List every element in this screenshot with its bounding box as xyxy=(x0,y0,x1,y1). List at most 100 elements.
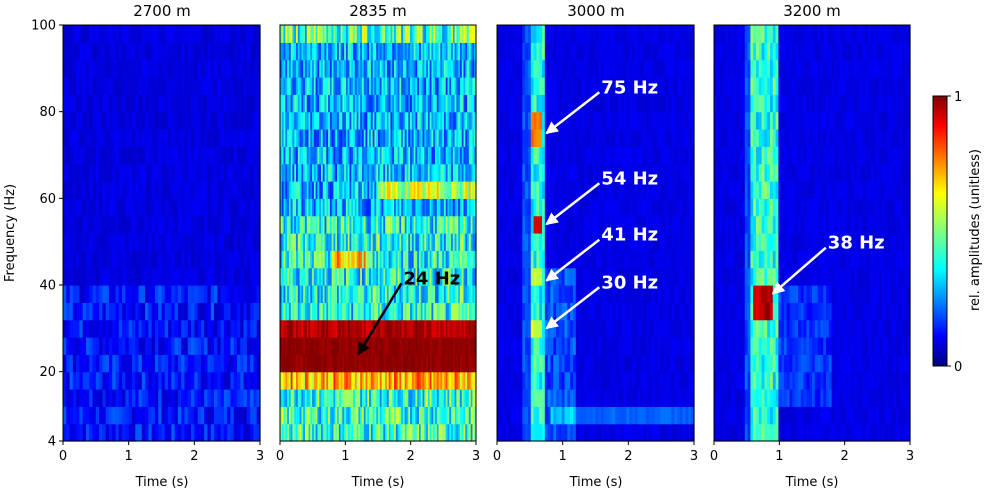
heatmap-cell xyxy=(317,302,320,321)
heatmap-cell xyxy=(542,215,546,234)
heatmap-cell xyxy=(378,250,381,269)
heatmap-cell xyxy=(397,129,400,147)
heatmap-cell xyxy=(128,59,133,78)
heatmap-cell xyxy=(411,319,415,338)
heatmap-cell xyxy=(66,111,71,130)
heatmap-cell xyxy=(79,406,84,425)
heatmap-cell xyxy=(151,25,156,43)
heatmap-cell xyxy=(640,267,644,286)
heatmap-cell xyxy=(429,337,433,355)
heatmap-cell xyxy=(463,250,466,269)
heatmap-cell xyxy=(516,354,521,373)
heatmap-cell xyxy=(397,285,400,303)
heatmap-cell xyxy=(303,389,306,407)
heatmap-cell xyxy=(395,337,399,355)
heatmap-cell xyxy=(310,111,313,130)
heatmap-cell xyxy=(665,302,670,321)
heatmap-cell xyxy=(306,59,310,78)
heatmap-cell xyxy=(418,181,422,199)
heatmap-cell xyxy=(415,233,418,251)
heatmap-cell xyxy=(459,42,463,61)
heatmap-cell xyxy=(194,94,199,113)
heatmap-cell xyxy=(663,319,667,338)
heatmap-cell xyxy=(290,371,294,390)
heatmap-cell xyxy=(89,319,94,338)
heatmap-cell xyxy=(310,267,313,286)
heatmap-cell xyxy=(89,111,94,130)
heatmap-cell xyxy=(197,215,202,234)
heatmap-cell xyxy=(431,302,434,321)
heatmap-cell xyxy=(158,129,163,147)
heatmap-cell xyxy=(553,423,557,442)
heatmap-cell xyxy=(303,406,306,425)
heatmap-cell xyxy=(381,319,384,338)
heatmap-cell xyxy=(381,337,384,355)
heatmap-cell xyxy=(118,371,123,390)
heatmap-cell xyxy=(553,406,557,425)
heatmap-cell xyxy=(128,337,133,355)
heatmap-cell xyxy=(233,285,238,303)
heatmap-cell xyxy=(161,77,166,95)
heatmap-cell xyxy=(406,250,409,269)
heatmap-cell xyxy=(95,250,100,269)
heatmap-cell xyxy=(102,389,107,407)
heatmap-cell xyxy=(99,94,103,113)
heatmap-cell xyxy=(246,406,251,425)
heatmap-cell xyxy=(358,42,361,61)
heatmap-cell xyxy=(285,233,288,251)
heatmap-cell xyxy=(456,354,459,373)
heatmap-cell xyxy=(281,389,285,407)
heatmap-cell xyxy=(240,423,245,442)
heatmap-cell xyxy=(388,111,392,130)
heatmap-cell xyxy=(131,59,136,78)
heatmap-cell xyxy=(194,146,199,165)
heatmap-cell xyxy=(290,302,294,321)
heatmap-cell xyxy=(374,233,377,251)
heatmap-cell xyxy=(105,129,110,147)
heatmap-cell xyxy=(365,389,368,407)
heatmap-cell xyxy=(643,371,647,390)
heatmap-cell xyxy=(424,59,427,78)
heatmap-cell xyxy=(615,302,619,321)
heatmap-cell xyxy=(76,371,81,390)
heatmap-cell xyxy=(431,215,434,234)
heatmap-cell xyxy=(595,319,599,338)
heatmap-cell xyxy=(303,215,306,234)
heatmap-cell xyxy=(358,163,361,182)
heatmap-cell xyxy=(431,354,434,373)
heatmap-cell xyxy=(82,94,87,113)
heatmap-cell xyxy=(452,146,456,165)
heatmap-cell xyxy=(451,163,454,182)
heatmap-cell xyxy=(214,302,218,321)
heatmap-cell xyxy=(82,302,87,321)
heatmap-cell xyxy=(502,267,507,286)
heatmap-cell xyxy=(379,423,383,442)
heatmap-cell xyxy=(210,267,215,286)
heatmap-cell xyxy=(615,319,619,338)
heatmap-cell xyxy=(217,389,222,407)
heatmap-cell xyxy=(337,25,340,43)
heatmap-cell xyxy=(217,146,222,165)
heatmap-cell xyxy=(399,371,402,390)
heatmap-cell xyxy=(315,337,319,355)
heatmap-cell xyxy=(367,129,370,147)
heatmap-cell xyxy=(360,423,363,442)
heatmap-cell xyxy=(312,250,315,269)
heatmap-cell xyxy=(310,215,313,234)
heatmap-cell xyxy=(392,25,395,43)
heatmap-cell xyxy=(191,181,195,199)
heatmap-cell xyxy=(445,181,449,199)
heatmap-cell xyxy=(522,389,526,407)
heatmap-cell xyxy=(392,198,395,217)
heatmap-cell xyxy=(395,250,399,269)
heatmap-cell xyxy=(108,233,113,251)
heatmap-cell xyxy=(395,267,399,286)
heatmap-cell xyxy=(108,215,113,234)
heatmap-cell xyxy=(338,285,342,303)
heatmap-cell xyxy=(301,215,304,234)
heatmap-cell xyxy=(691,406,695,425)
heatmap-cell xyxy=(250,181,255,199)
heatmap-cell xyxy=(415,42,418,61)
heatmap-cell xyxy=(227,354,232,373)
heatmap-cell xyxy=(95,25,100,43)
